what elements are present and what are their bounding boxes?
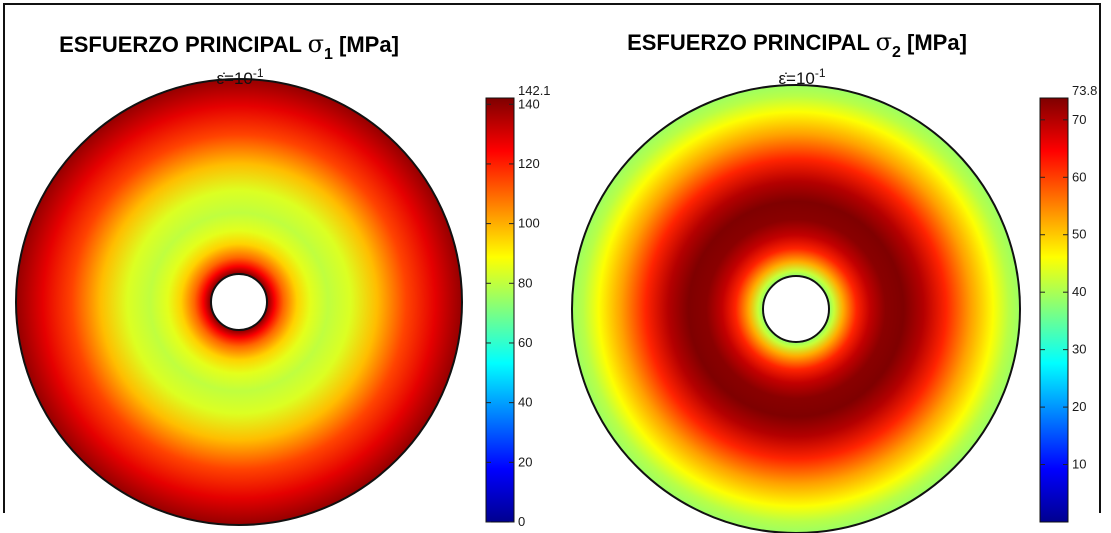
colorbar-tick-label: 0 xyxy=(518,514,525,529)
colorbar-2 xyxy=(1039,97,1069,523)
title-suffix: [MPa] xyxy=(901,30,967,55)
chart-title-1: ESFUERZO PRINCIPAL σ1 [MPa] xyxy=(59,30,399,63)
subtitle-base: ε̇=10 xyxy=(778,69,814,88)
colorbar-tick-label: 50 xyxy=(1072,227,1086,242)
colorbar-tick-label: 40 xyxy=(1072,284,1086,299)
title-prefix: ESFUERZO PRINCIPAL xyxy=(59,32,308,57)
chart-title-2: ESFUERZO PRINCIPAL σ2 [MPa] xyxy=(627,28,967,61)
colorbar-max-label: 142.1 xyxy=(518,83,551,98)
title-prefix: ESFUERZO PRINCIPAL xyxy=(627,30,876,55)
title-symbol: σ xyxy=(308,30,324,58)
colorbar-tick-label: 70 xyxy=(1072,112,1086,127)
colorbar-tick-label: 100 xyxy=(518,216,540,231)
title-subscript: 1 xyxy=(324,46,333,63)
subtitle-base: ε̇=10 xyxy=(216,69,252,88)
title-symbol: σ xyxy=(876,28,892,56)
chart-subtitle-1: ε̇=10-1 xyxy=(216,66,263,88)
colorbar-tick-label: 30 xyxy=(1072,342,1086,357)
title-suffix: [MPa] xyxy=(333,32,399,57)
inner-hole-1 xyxy=(210,273,268,331)
colorbar-tick-label: 40 xyxy=(518,395,532,410)
chart-subtitle-2: ε̇=10-1 xyxy=(778,66,825,88)
colorbar-max-label: 73.8 xyxy=(1072,83,1097,98)
colorbar-tick-label: 10 xyxy=(1072,457,1086,472)
title-subscript: 2 xyxy=(892,44,901,61)
colorbar-tick-label: 120 xyxy=(518,156,540,171)
colorbar-tick-label: 80 xyxy=(518,275,532,290)
subtitle-exponent: -1 xyxy=(815,66,826,80)
colorbar-tick-label: 60 xyxy=(518,335,532,350)
colorbar-tick-label: 60 xyxy=(1072,169,1086,184)
colorbar-tick-label: 140 xyxy=(518,96,540,111)
colorbar-1 xyxy=(485,97,515,523)
colorbar-tick-label: 20 xyxy=(1072,399,1086,414)
chart-panel-2: ESFUERZO PRINCIPAL σ2 [MPa] ε̇=10-1 10 20 30… xyxy=(571,28,1097,533)
subtitle-exponent: -1 xyxy=(253,66,264,80)
inner-hole-2 xyxy=(762,275,830,343)
chart-panel-1: ESFUERZO PRINCIPAL σ1 [MPa] ε̇=10-1 0 20 40 6… xyxy=(15,30,551,529)
colorbar-tick-label: 20 xyxy=(518,454,532,469)
